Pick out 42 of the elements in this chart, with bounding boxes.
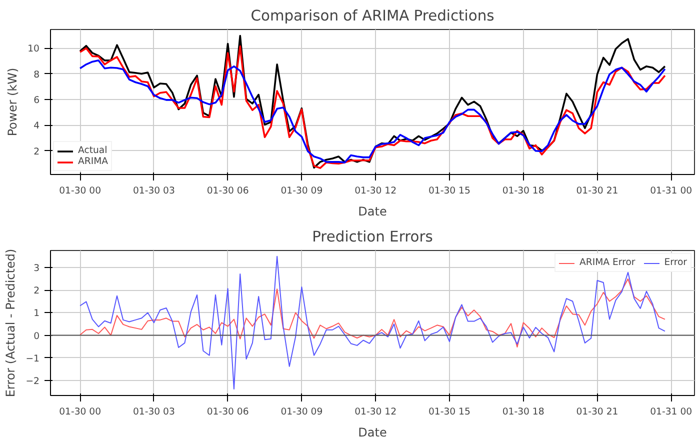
legend-label: ARIMA Error — [580, 257, 636, 268]
x-tick-label: 01-30 15 — [428, 406, 470, 418]
legend-label: ARIMA — [78, 156, 108, 167]
x-tick-label: 01-31 00 — [650, 186, 692, 196]
x-tick-label: 01-30 18 — [502, 186, 544, 196]
y-tick-label: 1 — [34, 308, 40, 320]
y-tick-label: 4 — [34, 120, 40, 132]
line-series — [80, 278, 666, 348]
x-tick-label: 01-30 00 — [59, 186, 102, 196]
y-tick-label: 0 — [34, 330, 40, 342]
y-tick-label: −2 — [26, 376, 40, 387]
y-axis-title: Power (kW) — [6, 68, 20, 136]
chart-title: Comparison of ARIMA Predictions — [250, 8, 494, 24]
y-tick-label: 2 — [34, 146, 40, 158]
x-tick-label: 01-30 09 — [280, 186, 323, 196]
x-tick-label: 01-30 00 — [59, 406, 102, 418]
x-tick-label: 01-30 15 — [428, 186, 470, 196]
x-tick-label: 01-30 06 — [206, 406, 249, 418]
x-tick-label: 01-30 21 — [576, 406, 618, 418]
y-tick-label: 3 — [34, 263, 40, 274]
legend-label: Actual — [78, 145, 108, 156]
chart-title: Prediction Errors — [312, 228, 433, 246]
x-tick-label: 01-30 03 — [132, 186, 175, 196]
x-tick-label: 01-30 09 — [280, 406, 323, 418]
legend-label: Error — [664, 257, 687, 268]
x-tick-label: 01-30 12 — [354, 186, 397, 196]
x-tick-label: 01-30 18 — [502, 406, 544, 418]
line-series — [79, 60, 666, 164]
x-axis-title: Date — [358, 204, 387, 218]
x-tick-label: 01-30 12 — [354, 406, 397, 418]
line-series — [80, 256, 666, 390]
x-tick-label: 01-30 06 — [206, 186, 249, 196]
y-tick-label: 8 — [34, 69, 40, 80]
y-tick-label: 6 — [34, 94, 40, 106]
x-tick-label: 01-30 03 — [132, 406, 175, 418]
y-tick-label: 2 — [34, 286, 40, 297]
y-axis-title: Error (Actual - Predicted) — [4, 248, 18, 398]
x-tick-label: 01-31 00 — [650, 406, 692, 418]
y-tick-label: 10 — [28, 44, 40, 55]
x-axis-title: Date — [358, 426, 387, 440]
x-tick-label: 01-30 21 — [576, 186, 618, 196]
y-tick-label: −1 — [26, 353, 40, 364]
